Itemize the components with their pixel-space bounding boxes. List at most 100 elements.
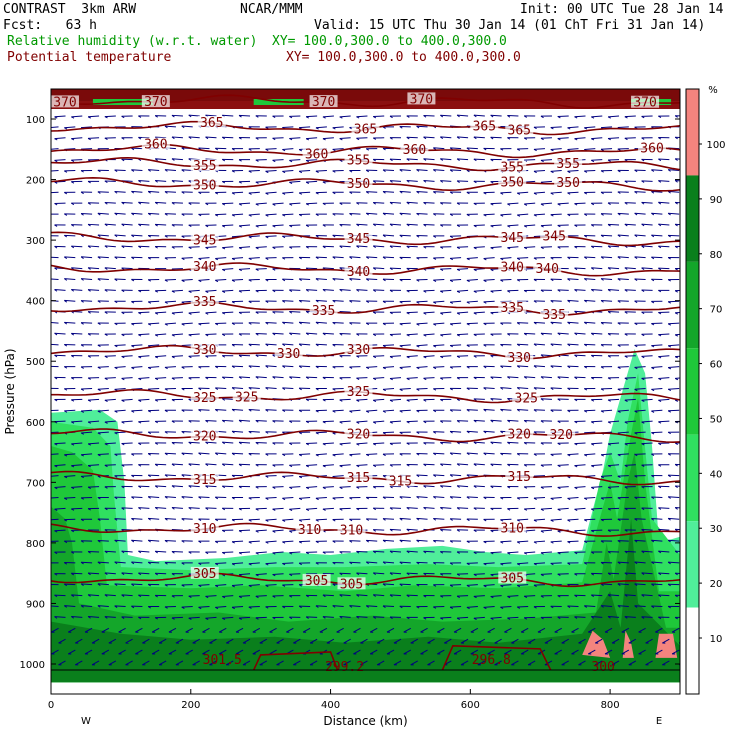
wind-arrow-head [181,366,185,369]
wind-arrow-head [64,497,68,500]
wind-arrow-head [48,477,51,478]
wind-arrow-head [500,214,504,217]
wind-arrow [604,627,613,633]
wind-arrow [500,213,512,216]
wind-arrow [675,201,680,204]
wind-arrow-head [171,202,175,205]
wind-arrow-head [557,530,561,533]
wind-arrow-head [500,344,504,347]
wind-arrow [171,463,183,466]
wind-arrow-head [305,246,309,249]
wind-arrow [641,223,653,226]
wind-arrow-head [80,344,84,347]
wind-arrow-head [289,376,293,379]
rh-patch-100 [582,630,611,658]
wind-arrow [322,267,334,270]
wind-arrow-head [490,158,494,162]
wind-arrow-head [154,334,159,337]
wind-arrow [658,201,670,204]
wind-arrow-head [315,170,319,173]
theta-label: 350 [193,178,216,193]
wind-arrow [675,355,680,358]
wind-arrow [171,485,183,488]
wind-arrow [628,638,637,644]
wind-arrow-head [372,464,377,468]
wind-arrow-head [289,203,293,206]
wind-arrow-head [97,388,101,392]
wind-arrow-head [205,441,209,445]
wind-arrow-head [473,290,477,294]
wind-arrow-head [289,115,293,119]
wind-arrow [567,365,579,368]
wind-arrow [104,289,116,291]
wind-arrow-head [171,507,175,510]
wind-arrow [634,583,646,586]
wind-arrow [389,377,402,379]
wind-arrow-head [456,617,461,620]
wind-arrow-head [600,278,604,281]
wind-arrow [440,180,452,182]
wind-arrow-head [332,127,336,130]
wind-arrow [591,159,603,161]
wind-arrow [299,343,311,346]
wind-arrow-head [533,278,537,282]
wind-arrow-head [48,150,51,151]
wind-arrow-head [389,377,393,381]
wind-arrow [389,223,402,226]
wind-arrow-head [339,159,343,162]
wind-arrow-head [416,606,420,609]
wind-arrow-head [624,486,628,489]
wind-arrow-head [473,485,477,489]
wind-arrow [171,333,183,336]
wind-arrow [125,638,133,644]
wind-arrow-head [456,158,460,161]
wind-arrow-head [221,485,226,489]
wind-arrow-head [305,616,309,619]
wind-arrow-head [574,224,578,228]
wind-arrow [84,627,93,633]
wind-arrow-head [473,312,477,315]
wind-arrow-head [423,312,427,315]
wind-arrow-head [282,584,286,587]
wind-arrow-head [617,583,621,586]
wind-arrow-head [349,191,353,194]
wind-arrow-head [483,518,487,522]
wind-arrow-head [490,596,494,599]
wind-arrow-head [406,312,410,315]
wind-arrow-head [322,508,326,511]
wind-arrow-head [164,606,168,609]
wind-arrow [641,398,653,401]
wind-arrow [171,158,183,161]
wind-arrow-head [533,563,537,566]
wind-arrow [567,169,579,172]
wind-arrow [608,615,620,618]
wind-arrow [71,594,83,597]
wind-arrow [148,190,160,193]
wind-arrow-head [507,290,511,293]
wind-arrow [611,638,620,644]
wind-arrow-head [181,496,185,499]
wind-arrow-head [198,606,202,610]
wind-arrow [382,344,395,347]
wind-arrow-head [406,528,410,532]
wind-arrow-head [540,573,544,577]
wind-arrow-head [255,552,259,555]
wind-arrow [651,583,663,586]
wind-arrow [634,366,646,368]
wind-arrow-head [382,300,386,304]
wind-arrow-head [188,224,192,228]
wind-arrow-head [104,137,108,140]
wind-arrow-head [399,431,403,435]
wind-arrow-head [215,387,219,390]
wind-arrow-head [64,344,68,347]
wind-arrow-head [373,377,377,381]
wind-arrow-head [282,409,286,412]
wind-arrow-head [540,354,544,358]
wind-arrow [315,343,327,346]
wind-arrow [104,202,116,204]
wind-arrow-head [322,594,326,598]
wind-arrow [88,486,100,488]
wind-arrow-head [164,562,168,565]
wind-arrow-head [607,377,611,380]
wind-arrow-head [507,552,511,555]
